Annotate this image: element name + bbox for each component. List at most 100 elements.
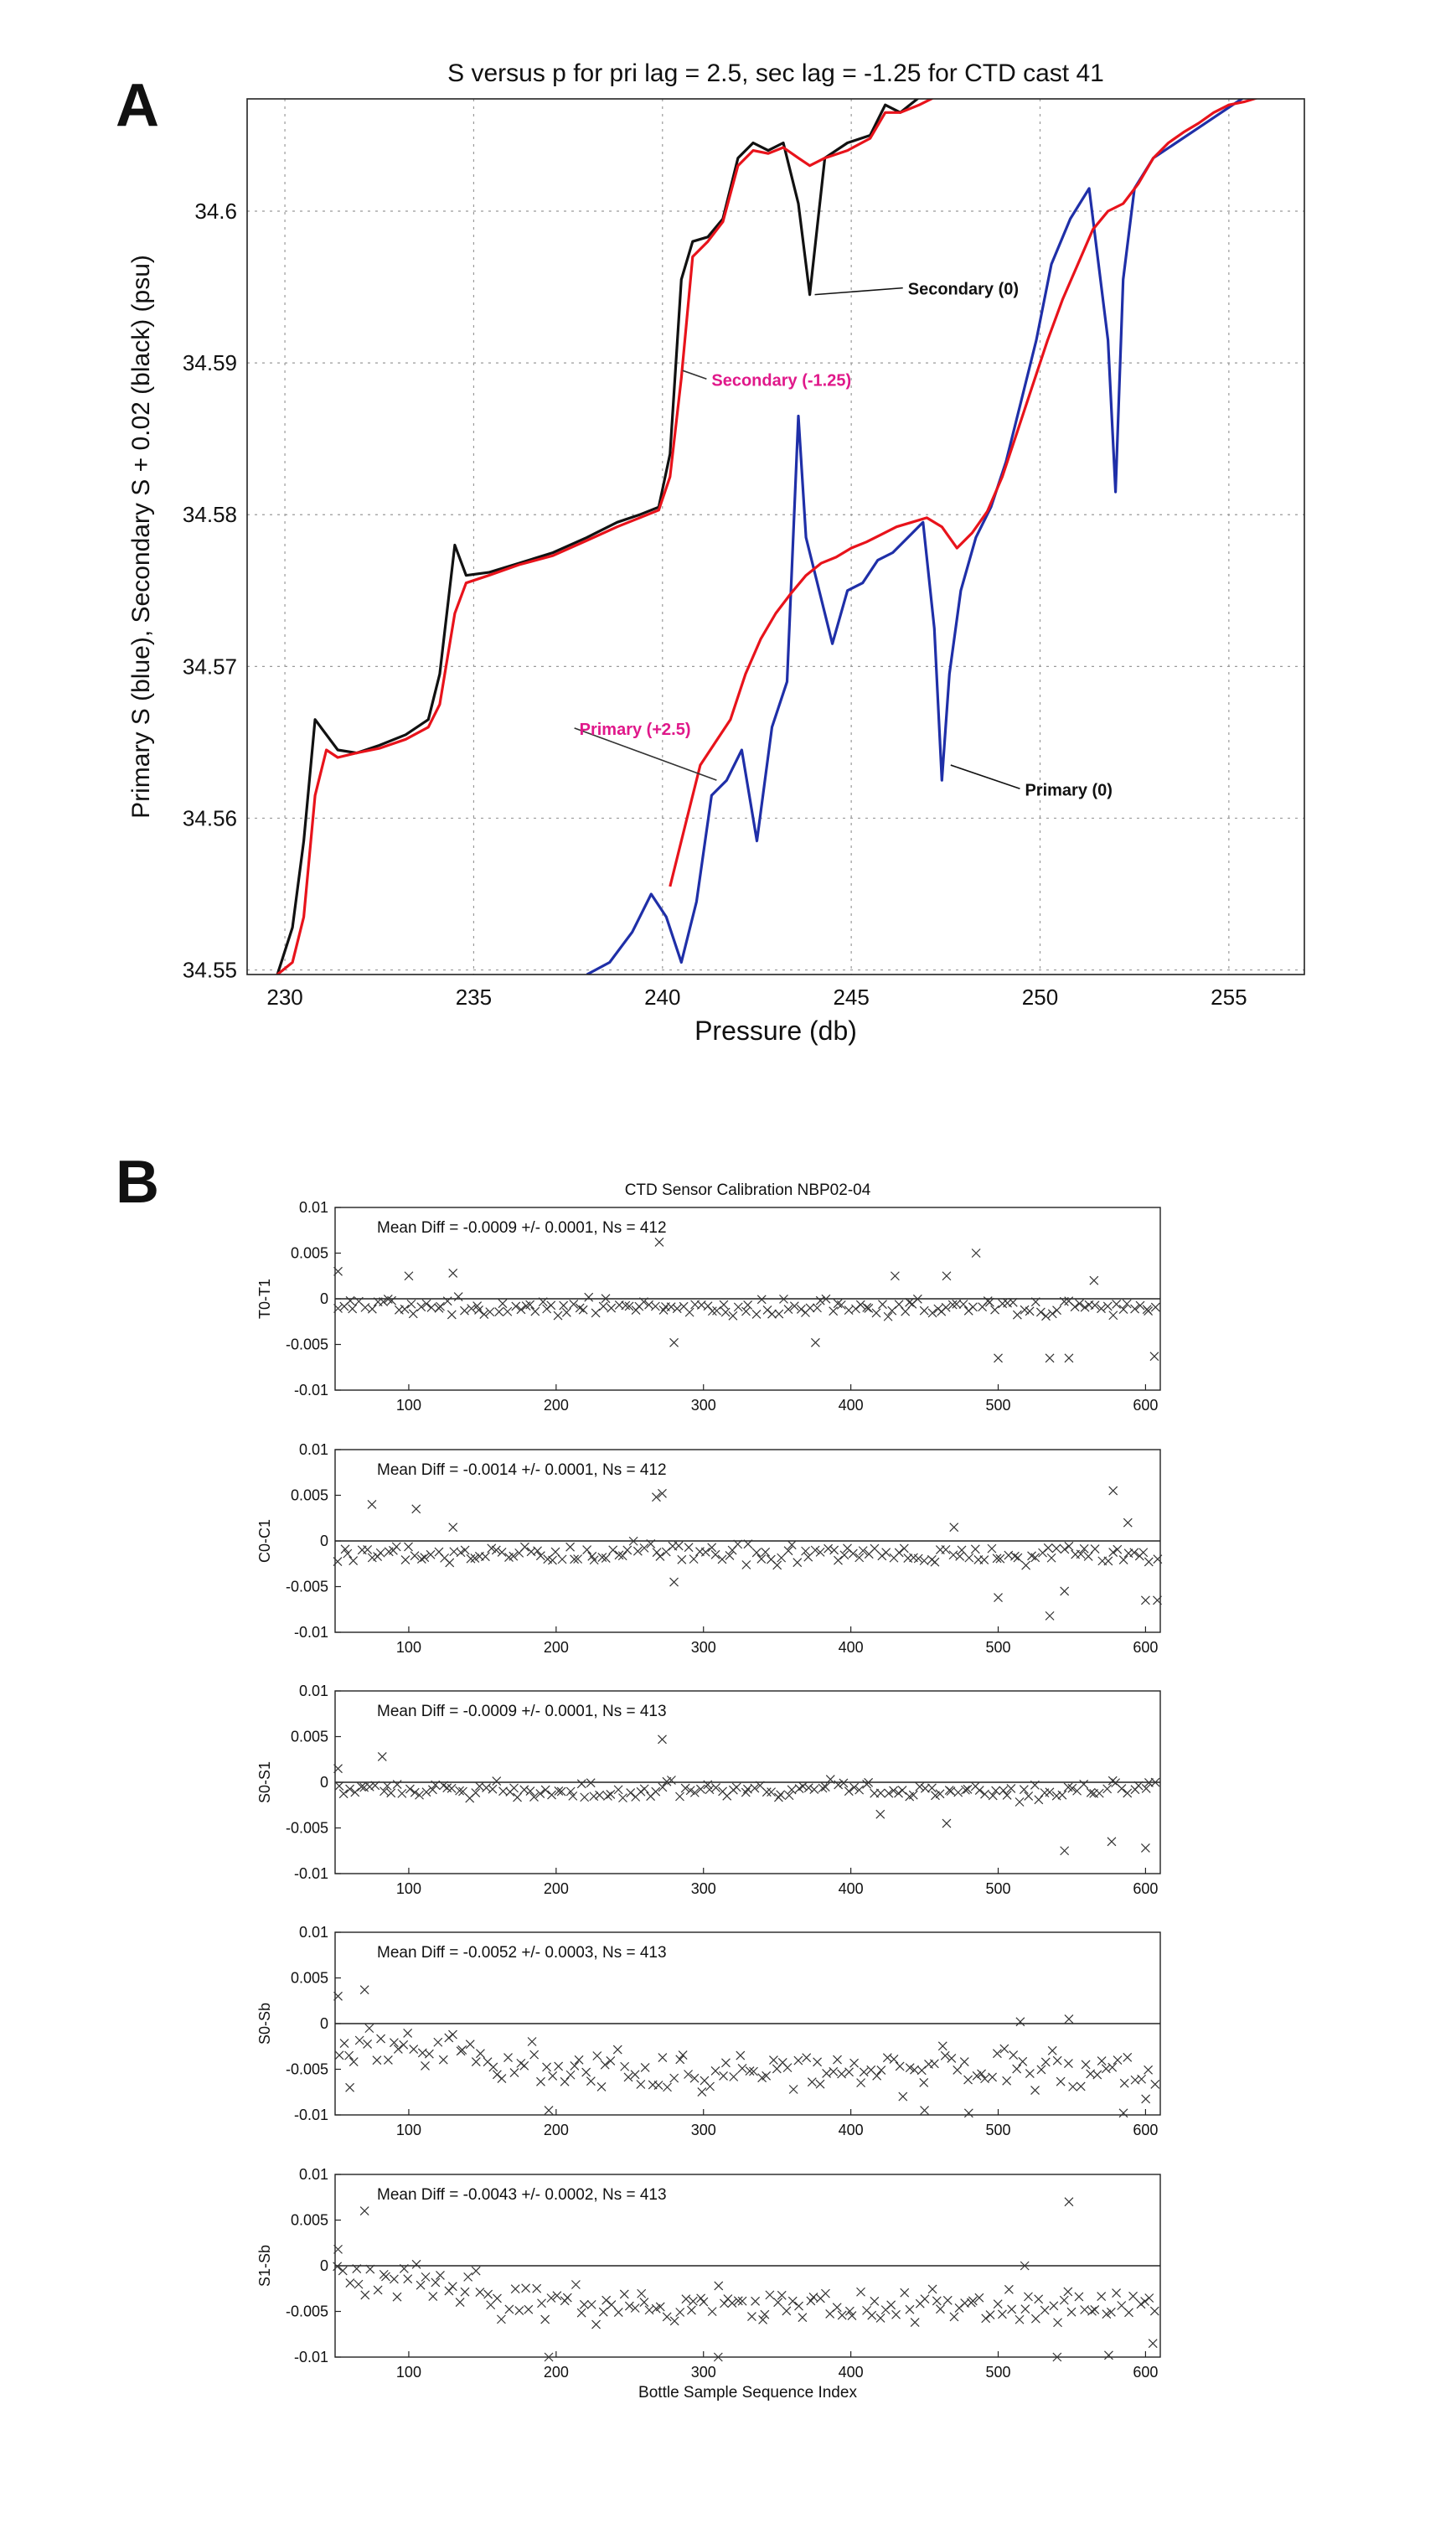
- data-point: [536, 2076, 545, 2086]
- data-point: [520, 1542, 529, 1552]
- x-tick-label: 500: [985, 1397, 1010, 1414]
- data-point: [1133, 1781, 1144, 1791]
- data-point: [667, 1776, 676, 1785]
- data-point: [820, 1782, 830, 1792]
- data-point: [719, 2071, 728, 2081]
- data-point: [1108, 1548, 1118, 1557]
- data-point: [689, 1554, 699, 1564]
- data-point: [421, 2272, 431, 2282]
- data-point: [574, 2055, 584, 2065]
- data-point: [475, 2288, 485, 2297]
- x-tick-label: 400: [839, 1880, 864, 1897]
- data-point: [700, 1547, 710, 1557]
- data-point: [334, 1781, 344, 1791]
- data-point: [980, 2074, 989, 2084]
- x-tick-label: 300: [691, 1397, 716, 1414]
- data-point: [859, 2067, 869, 2077]
- data-point: [387, 1295, 396, 1305]
- x-tick-label: 300: [691, 1880, 716, 1897]
- data-point: [544, 2352, 554, 2362]
- data-point: [389, 2038, 399, 2048]
- data-point: [411, 1504, 421, 1514]
- data-point: [1107, 2062, 1118, 2072]
- sensor-calibration-chart: CTD Sensor Calibration NBP02-04 0.01 0.005…: [256, 1181, 1163, 2402]
- data-point: [894, 1300, 904, 1310]
- data-point: [394, 1305, 404, 1315]
- data-point: [529, 1792, 539, 1802]
- data-point: [565, 1786, 576, 1797]
- data-point: [920, 2106, 929, 2115]
- x-tick-label: 600: [1133, 2364, 1158, 2381]
- data-point: [404, 1542, 413, 1552]
- data-point: [613, 2308, 623, 2317]
- data-point: [1122, 1299, 1132, 1309]
- data-point: [636, 2080, 646, 2089]
- data-point: [376, 2034, 386, 2044]
- data-point: [576, 1779, 586, 1789]
- data-point: [612, 2045, 622, 2055]
- data-point: [509, 2068, 519, 2078]
- data-point: [993, 2299, 1003, 2309]
- data-point: [953, 1787, 963, 1797]
- data-point: [431, 2277, 441, 2288]
- data-point: [988, 2072, 998, 2082]
- data-point: [1102, 1301, 1113, 1311]
- data-point: [1135, 1300, 1145, 1311]
- data-point: [538, 1297, 548, 1307]
- data-point: [981, 2314, 991, 2324]
- x-tick-label: 600: [1133, 2122, 1158, 2138]
- data-point: [491, 1545, 501, 1555]
- salinity-lag-chart: 230 235 240 245 250 255 34.55 34.56 34.57 34.58 34…: [127, 59, 1305, 1046]
- data-point: [598, 2307, 608, 2317]
- data-point: [636, 1786, 646, 1797]
- data-point: [1080, 2305, 1090, 2314]
- data-point: [1036, 2065, 1046, 2075]
- data-point: [411, 2259, 421, 2269]
- data-point: [1124, 2308, 1133, 2318]
- data-point: [1034, 1795, 1044, 1805]
- data-point: [470, 1554, 480, 1563]
- series-line: [586, 99, 1245, 975]
- data-point: [836, 1300, 846, 1310]
- data-point: [963, 2108, 973, 2118]
- data-point: [878, 1300, 887, 1310]
- data-point: [540, 2314, 550, 2324]
- data-point: [985, 2310, 995, 2319]
- data-point: [420, 1553, 430, 1563]
- data-point: [947, 1300, 958, 1310]
- data-point: [1067, 1783, 1077, 1793]
- y-tick-label: 34.6: [194, 199, 237, 224]
- data-point: [586, 2076, 596, 2086]
- data-point: [1123, 2052, 1133, 2062]
- data-point: [557, 1554, 567, 1564]
- data-point: [568, 1791, 578, 1801]
- data-point: [930, 1557, 940, 1567]
- data-point: [1035, 1307, 1046, 1317]
- data-point: [825, 1775, 835, 1784]
- data-point: [894, 1788, 903, 1798]
- data-point: [743, 1539, 753, 1549]
- data-point: [1149, 1352, 1159, 1362]
- y-tick-label: 0: [320, 1533, 328, 1549]
- data-point: [674, 1541, 684, 1551]
- data-point: [788, 2085, 798, 2094]
- data-point: [809, 1785, 819, 1794]
- data-point: [598, 1301, 608, 1311]
- x-tick-label: 100: [396, 1397, 421, 1414]
- x-tick-label: 200: [544, 1397, 569, 1414]
- data-point: [1025, 1306, 1035, 1316]
- data-point: [426, 1549, 436, 1559]
- data-point: [1123, 1517, 1133, 1528]
- data-point: [561, 1307, 571, 1317]
- data-point: [666, 1302, 676, 1312]
- data-point: [504, 2304, 514, 2314]
- data-point: [1066, 2307, 1077, 2317]
- data-point: [466, 1554, 476, 1564]
- data-point: [1092, 2070, 1102, 2080]
- data-point: [483, 2289, 493, 2299]
- data-point: [890, 1271, 900, 1281]
- data-point: [758, 2314, 768, 2324]
- data-point: [447, 2282, 457, 2292]
- data-point: [821, 1294, 831, 1304]
- x-tick-label: 500: [985, 1880, 1010, 1897]
